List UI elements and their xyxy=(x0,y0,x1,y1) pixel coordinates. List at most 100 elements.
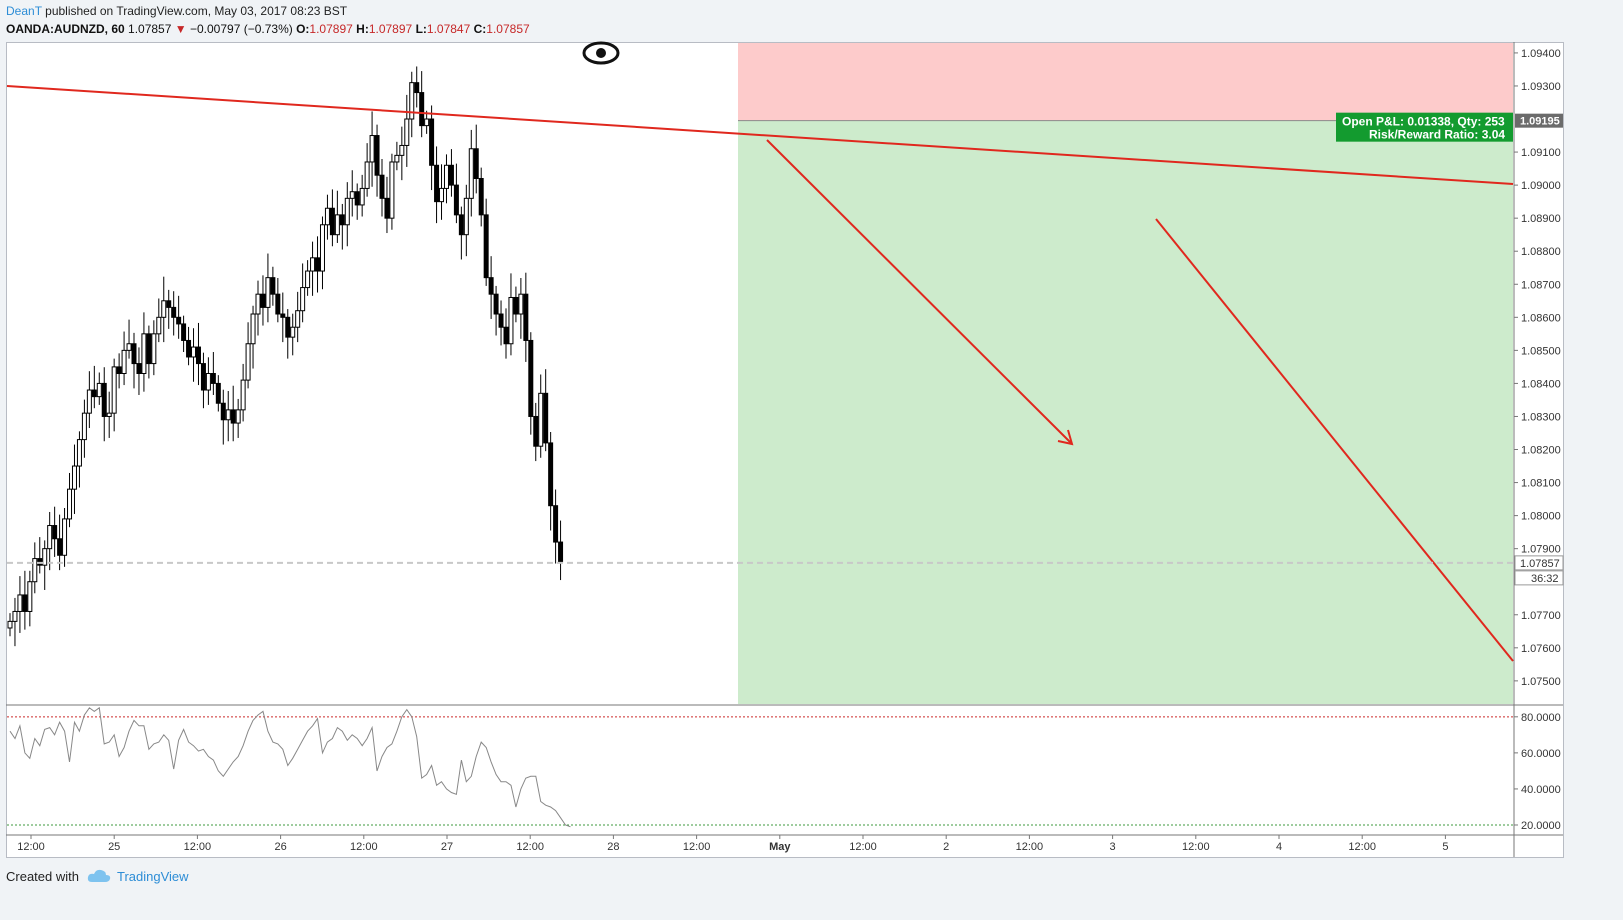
candle xyxy=(126,319,132,359)
candle xyxy=(553,489,559,564)
candle xyxy=(250,305,256,369)
rsi-tick-label: 60.0000 xyxy=(1521,748,1561,760)
candle-body-down xyxy=(543,392,549,444)
candle xyxy=(354,183,360,220)
rsi-pane: 80.0000 60.0000 40.0000 20.0000 xyxy=(7,706,1561,832)
candle-body-up xyxy=(295,310,301,328)
candle-body-down xyxy=(374,135,380,176)
last-price: 1.07857 xyxy=(128,22,172,36)
resistance-trend-line[interactable] xyxy=(6,85,1514,185)
candle xyxy=(344,182,350,247)
candle xyxy=(191,328,197,382)
current-price-tag xyxy=(1514,555,1564,571)
candle-body-down xyxy=(280,313,286,318)
candle xyxy=(101,367,107,442)
tradingview-link[interactable]: TradingView xyxy=(116,868,189,884)
candle-body-down xyxy=(498,313,504,328)
candle-body-down xyxy=(553,505,559,543)
time-tick-label: 12:00 xyxy=(184,841,212,853)
candle xyxy=(448,149,454,197)
time-axis[interactable]: 12:00 25 12:00 26 12:00 27 12:00 28 12:00 May 12:0… xyxy=(17,835,1448,853)
candle-body-up xyxy=(156,316,162,335)
time-tick-label: 12:00 xyxy=(1348,841,1376,853)
publish-info: DeanT published on TradingView.com, May … xyxy=(6,4,347,18)
candle-body-up xyxy=(141,333,147,374)
time-tick-label: 2 xyxy=(943,841,949,853)
candle xyxy=(468,129,474,217)
candle xyxy=(52,506,58,557)
down-arrow-icon: ▼ xyxy=(174,22,187,36)
candle-body-up xyxy=(151,333,157,365)
price-tick-label: 1.07600 xyxy=(1521,643,1561,655)
candle xyxy=(324,194,330,240)
publish-text: published on TradingView.com, May 03, 20… xyxy=(45,4,348,18)
candle xyxy=(106,391,112,438)
candle-body-up xyxy=(324,207,330,226)
candle-body-up xyxy=(62,518,68,556)
candle xyxy=(235,398,241,438)
candle xyxy=(290,313,296,356)
price-tick-label: 1.09400 xyxy=(1521,48,1561,60)
candle xyxy=(141,312,147,392)
candle-body-down xyxy=(136,363,142,374)
candle-body-up xyxy=(359,187,365,206)
candle-body-down xyxy=(195,346,201,365)
candle-body-down xyxy=(523,293,529,341)
time-tick-label: 12:00 xyxy=(516,841,544,853)
candle xyxy=(210,352,216,395)
price-tick-label: 1.07700 xyxy=(1521,610,1561,622)
candle xyxy=(394,141,400,171)
price-tick-label: 1.08800 xyxy=(1521,246,1561,258)
candle xyxy=(518,277,524,339)
candle xyxy=(498,300,504,346)
candle-body-down xyxy=(315,257,321,272)
candle xyxy=(7,613,13,637)
candle xyxy=(146,325,152,379)
candle-body-down xyxy=(473,148,479,180)
price-tick-label: 1.08900 xyxy=(1521,213,1561,225)
candle-body-down xyxy=(493,293,499,315)
rsi-tick-label: 20.0000 xyxy=(1521,820,1561,832)
candle xyxy=(503,308,509,359)
candle xyxy=(285,309,291,359)
open-value: 1.07897 xyxy=(309,22,353,36)
projection-arrow-line[interactable] xyxy=(766,139,1072,444)
arrow-head-icon xyxy=(1057,429,1074,446)
candle-body-down xyxy=(339,214,345,226)
candle-body-down xyxy=(384,197,390,219)
candle-body-down xyxy=(434,164,440,203)
candle-body-up xyxy=(364,161,370,189)
candle-body-up xyxy=(76,439,82,467)
candle-body-up xyxy=(399,144,405,156)
author-link[interactable]: DeanT xyxy=(6,4,42,18)
candle xyxy=(156,298,162,343)
candle xyxy=(116,353,122,389)
projection-line[interactable] xyxy=(1155,218,1514,662)
time-tick-label: 12:00 xyxy=(17,841,45,853)
candle-body-up xyxy=(191,346,197,358)
price-tick-label: 1.09300 xyxy=(1521,81,1561,93)
candle-body-down xyxy=(458,214,464,236)
candle-body-down xyxy=(171,306,177,318)
candle xyxy=(548,431,554,531)
candle-body-up xyxy=(463,197,469,236)
candle xyxy=(260,275,266,326)
time-tick-label: May xyxy=(769,841,791,853)
candle-body-up xyxy=(305,270,311,289)
candle-body-up xyxy=(290,326,296,338)
price-axis[interactable]: 1.09400 1.09300 1.09100 1.09000 1.08900 1.088… xyxy=(1514,48,1561,688)
candle xyxy=(22,570,28,630)
time-tick-label: 4 xyxy=(1276,841,1282,853)
candle-body-up xyxy=(443,164,449,189)
candle xyxy=(131,332,137,389)
candle-body-up xyxy=(404,118,410,146)
candle xyxy=(404,94,410,167)
candle-body-up xyxy=(42,548,48,566)
price-change: −0.00797 (−0.73%) xyxy=(189,22,293,36)
candle xyxy=(195,322,201,386)
eye-icon[interactable] xyxy=(582,41,620,65)
axis-price-tags: 1.09195 1.07857 36:32 xyxy=(1514,113,1564,586)
candle-body-up xyxy=(205,373,211,391)
